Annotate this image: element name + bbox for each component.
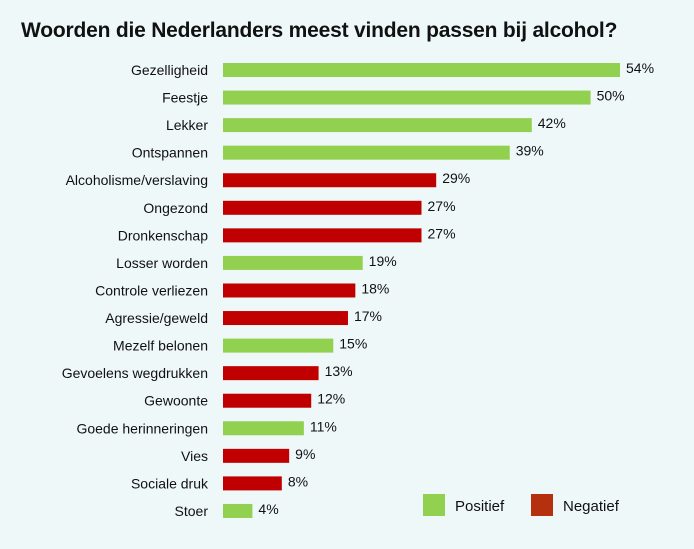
category-label: Gevoelens wegdrukken xyxy=(62,365,208,381)
value-label: 8% xyxy=(288,473,308,489)
value-label: 50% xyxy=(597,88,625,104)
value-label: 29% xyxy=(442,170,470,186)
category-label: Lekker xyxy=(166,117,208,133)
legend-label: Positief xyxy=(455,498,505,515)
category-label: Ontspannen xyxy=(132,145,208,161)
category-label: Stoer xyxy=(175,503,209,519)
value-label: 13% xyxy=(325,363,353,379)
category-label: Gewoonte xyxy=(144,393,208,409)
bar xyxy=(223,476,282,491)
bar xyxy=(223,173,437,188)
category-label: Sociale druk xyxy=(131,475,209,491)
value-label: 27% xyxy=(428,198,456,214)
category-label: Feestje xyxy=(162,90,208,106)
bar xyxy=(223,90,591,105)
category-label: Agressie/geweld xyxy=(105,310,208,326)
category-label: Controle verliezen xyxy=(95,282,208,298)
category-label: Ongezond xyxy=(143,200,208,216)
category-label: Mezelf belonen xyxy=(113,338,208,354)
bar xyxy=(223,421,304,436)
bar xyxy=(223,145,510,160)
value-label: 4% xyxy=(258,501,278,517)
bar xyxy=(223,283,356,298)
bar xyxy=(223,393,312,408)
value-label: 17% xyxy=(354,308,382,324)
bar xyxy=(223,338,334,353)
category-label: Goede herinneringen xyxy=(76,420,208,436)
value-label: 54% xyxy=(626,60,654,76)
legend-label: Negatief xyxy=(563,498,620,515)
chart-title: Woorden die Nederlanders meest vinden pa… xyxy=(21,19,618,42)
value-label: 12% xyxy=(317,391,345,407)
value-label: 18% xyxy=(361,280,389,296)
bar xyxy=(223,255,363,270)
legend-swatch xyxy=(423,494,445,516)
bar xyxy=(223,311,348,326)
bar xyxy=(223,63,620,77)
value-label: 19% xyxy=(369,253,397,269)
category-label: Gezelligheid xyxy=(131,62,208,78)
bar xyxy=(223,366,319,381)
category-label: Vies xyxy=(181,448,208,464)
value-label: 15% xyxy=(339,336,367,352)
value-label: 9% xyxy=(295,446,315,462)
value-label: 27% xyxy=(428,225,456,241)
bar xyxy=(223,503,253,518)
legend-swatch xyxy=(531,494,553,516)
value-label: 42% xyxy=(538,115,566,131)
category-label: Alcoholisme/verslaving xyxy=(66,172,208,188)
bar xyxy=(223,200,422,215)
value-label: 39% xyxy=(516,143,544,159)
value-label: 11% xyxy=(310,418,337,434)
bar xyxy=(223,118,532,133)
category-label: Dronkenschap xyxy=(118,227,208,243)
bar xyxy=(223,448,290,463)
category-label: Losser worden xyxy=(116,255,208,271)
bar xyxy=(223,228,422,243)
